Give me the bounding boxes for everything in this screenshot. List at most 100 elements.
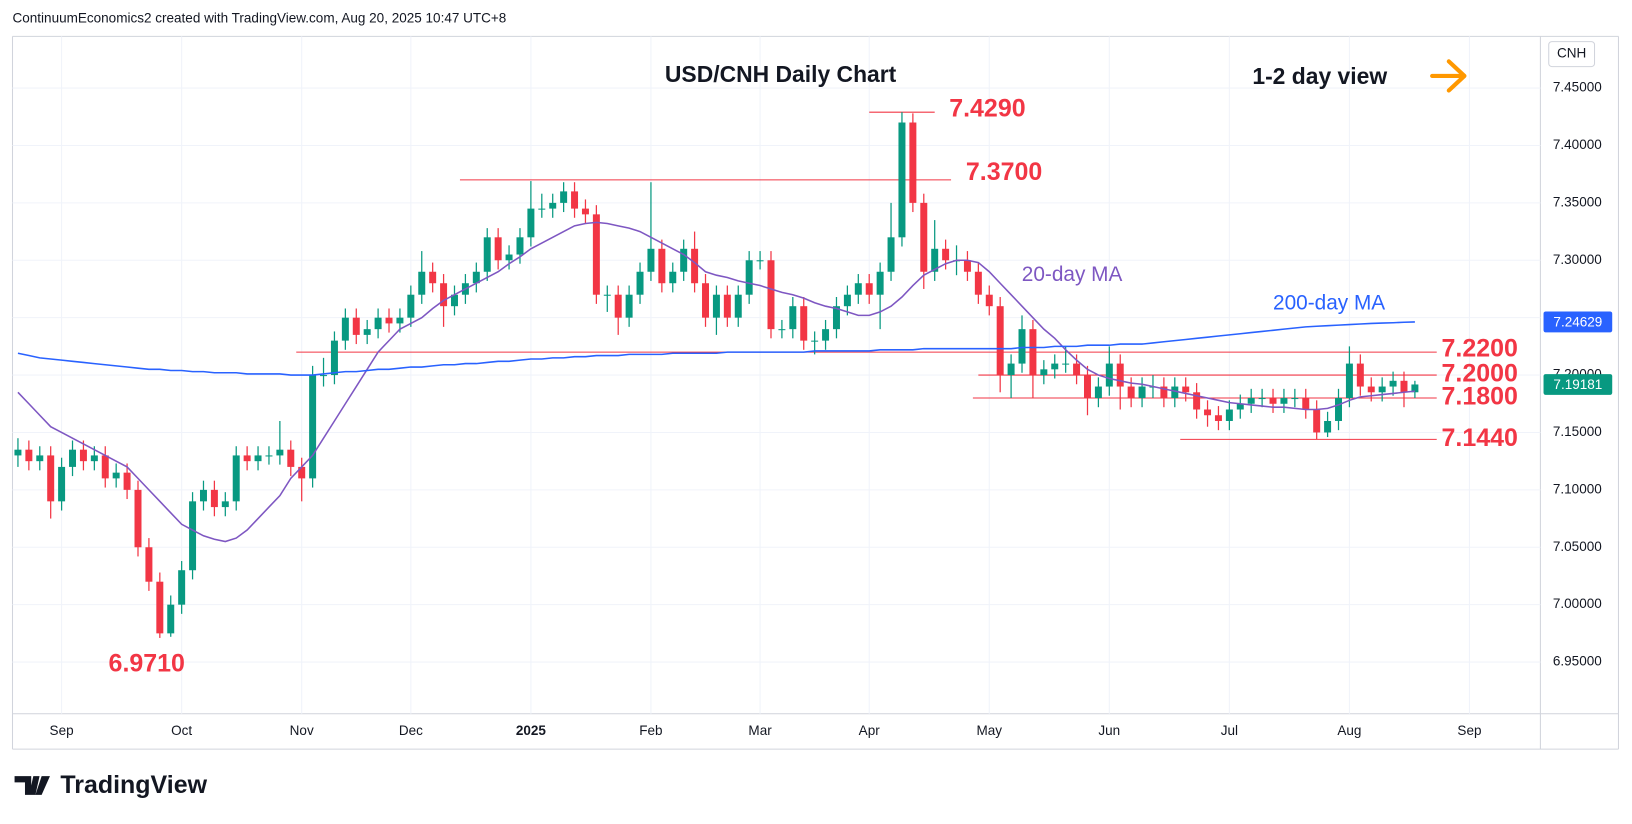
legend-label: 200-day MA [1273,291,1385,314]
candle-body [756,260,764,262]
candle-body [407,294,415,318]
candle-body [429,271,437,284]
candle-body [374,317,382,330]
candle-body [1073,363,1081,376]
candle-body [647,248,655,272]
candle-body [1313,409,1321,433]
y-tick-label: 7.15000 [1553,424,1602,439]
y-tick-label: 7.10000 [1553,481,1602,496]
arrow [1430,59,1467,93]
candle-body [1062,363,1070,365]
candle-body [800,306,808,341]
candle-body [1367,386,1375,393]
x-tick-label: Oct [171,723,192,738]
candle-body [1182,386,1190,393]
candle-body [14,449,22,456]
candle-body [571,191,579,209]
candle-body [1029,329,1037,376]
candle-body [669,271,677,284]
x-tick-label: Jun [1098,723,1120,738]
candle-body [920,202,928,272]
candle-body [90,455,98,462]
candle-body [549,202,557,209]
candle-body [1411,384,1419,393]
candle-body [123,472,131,490]
candle-body [287,449,295,467]
candle-body [1280,398,1288,404]
candle-body [603,294,611,296]
arrow-head [1446,59,1467,93]
candle-body [1269,398,1277,404]
y-tick-label: 7.30000 [1553,252,1602,267]
candle-body [832,306,840,330]
currency: CNH [1557,46,1586,61]
candle-body [680,248,688,272]
level-label: 7.2200 [1442,335,1518,363]
x-tick-label: Apr [859,723,881,738]
candle-body [494,237,502,261]
candle-body [811,340,819,342]
chart-title: USD/CNH Daily Chart [665,61,897,87]
level-label: 7.1800 [1442,383,1518,411]
candle-body [134,489,142,548]
candle-body [1116,363,1124,387]
candle-body [702,283,710,318]
level-label: 6.9710 [109,650,185,678]
candle-body [36,455,44,462]
price-tag [1543,374,1613,395]
candle-body [309,375,317,479]
candle-body [865,283,873,295]
x-tick-label: May [976,723,1002,738]
candle-body [1236,403,1244,410]
candle-body [363,329,371,335]
ma-line [17,321,1415,376]
candle-body [1356,363,1364,387]
candles [14,112,1419,638]
y-tick-label: 7.35000 [1553,194,1602,209]
brand: TradingView [60,771,207,799]
candle-body [483,237,491,272]
x-tick-label: Feb [639,723,662,738]
candle-body [974,271,982,295]
candle-body [1094,386,1102,399]
candle-body [1345,363,1353,399]
y-tick-label: 7.45000 [1553,80,1602,95]
candle-body [396,317,404,324]
x-tick-label: Sep [50,723,74,738]
candle-body [723,294,731,318]
candle-body [440,283,448,307]
candle-body [156,581,164,634]
candle-body [1324,420,1332,433]
candle-body [167,604,175,634]
candle-body [1247,398,1255,404]
candle-body [592,214,600,295]
candle-body [385,317,393,324]
candle-body [79,449,87,462]
candle-body [1018,329,1026,364]
candle-body [963,260,971,272]
candle-body [1400,380,1408,393]
candle-body [265,455,273,457]
candle-body [1204,409,1212,416]
candle-body [1040,369,1048,376]
candle-body [822,329,830,341]
candle-body [767,260,775,330]
candle-body [1291,398,1299,400]
candle-body [876,271,884,295]
legend-label: 20-day MA [1022,263,1123,286]
candle-body [1193,392,1201,410]
candle-body [1007,363,1015,376]
moving-averages [17,221,1415,543]
candle-body [931,248,939,272]
candle-body [1302,398,1310,410]
currency-box [1548,41,1596,68]
candle-body [1258,398,1266,400]
candle-body [1138,386,1146,399]
candle-body [745,260,753,295]
candle-body [1160,386,1168,399]
y-tick-label: 7.40000 [1553,137,1602,152]
candle-body [330,340,338,376]
candle-body [47,455,55,502]
